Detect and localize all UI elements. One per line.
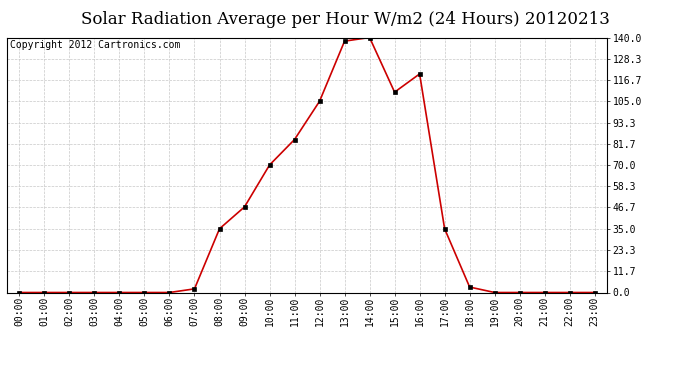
Text: Copyright 2012 Cartronics.com: Copyright 2012 Cartronics.com bbox=[10, 40, 180, 50]
Text: Solar Radiation Average per Hour W/m2 (24 Hours) 20120213: Solar Radiation Average per Hour W/m2 (2… bbox=[81, 11, 609, 28]
